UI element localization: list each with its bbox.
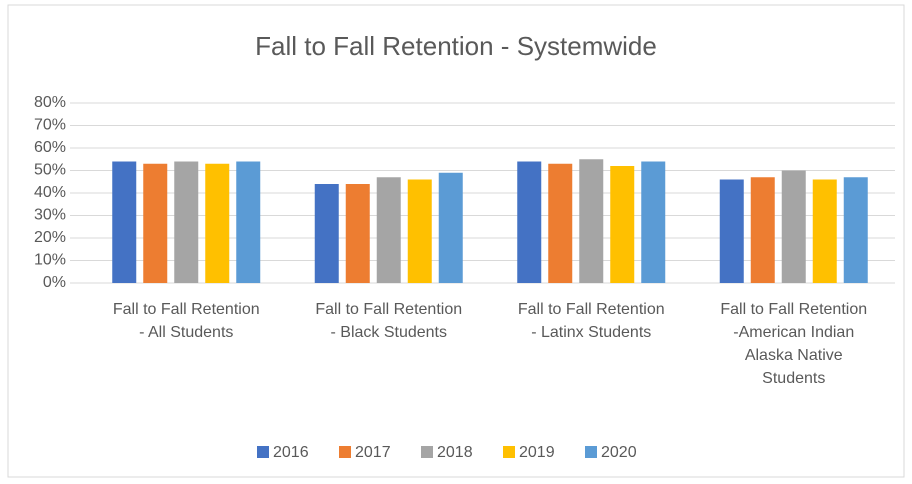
bar — [610, 166, 635, 283]
bar — [750, 177, 775, 283]
y-tick-label: 10% — [34, 252, 66, 269]
bar — [345, 184, 370, 283]
legend-label: 2020 — [601, 444, 637, 461]
y-tick-label: 30% — [34, 207, 66, 224]
bar — [314, 184, 339, 283]
bar — [407, 179, 432, 283]
bar — [843, 177, 868, 283]
legend-label: 2017 — [355, 444, 391, 461]
y-tick-label: 60% — [34, 139, 66, 156]
bar — [579, 159, 604, 283]
bar — [719, 179, 744, 283]
bar — [112, 161, 137, 283]
chart-title: Fall to Fall Retention - Systemwide — [255, 31, 657, 61]
y-tick-label: 50% — [34, 162, 66, 179]
legend-swatch — [339, 446, 351, 458]
bar — [781, 170, 806, 283]
x-tick-label: Fall to Fall Retention - Black Students — [315, 301, 463, 341]
y-tick-label: 0% — [43, 274, 66, 291]
legend-swatch — [421, 446, 433, 458]
legend-label: 2016 — [273, 444, 309, 461]
bar — [205, 163, 230, 283]
bar — [143, 163, 168, 283]
bar — [376, 177, 401, 283]
x-tick-label: Fall to Fall Retention - All Students — [112, 301, 260, 341]
legend-swatch — [585, 446, 597, 458]
bar — [548, 163, 573, 283]
x-tick-label: Fall to Fall Retention - Latinx Students — [517, 301, 665, 341]
bar — [174, 161, 199, 283]
legend-swatch — [503, 446, 515, 458]
y-tick-label: 40% — [34, 184, 66, 201]
bar — [438, 172, 463, 283]
y-tick-label: 70% — [34, 117, 66, 134]
y-tick-label: 80% — [34, 94, 66, 111]
y-tick-label: 20% — [34, 229, 66, 246]
legend-label: 2018 — [437, 444, 473, 461]
x-tick-label: Fall to Fall Retention -American Indian … — [720, 301, 868, 387]
legend-label: 2019 — [519, 444, 555, 461]
bar — [236, 161, 261, 283]
legend-swatch — [257, 446, 269, 458]
bar — [812, 179, 837, 283]
bar — [641, 161, 666, 283]
bar — [517, 161, 542, 283]
